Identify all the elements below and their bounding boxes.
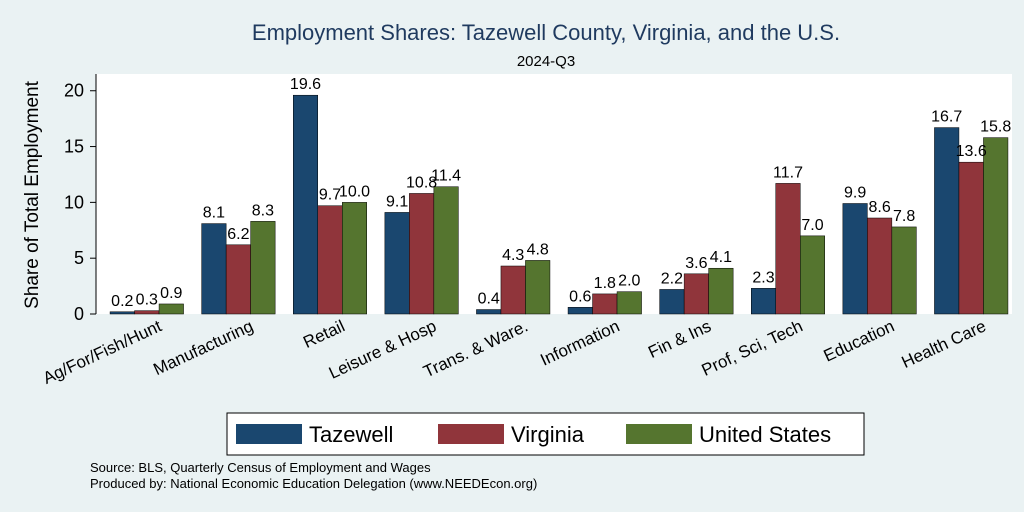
bar-united-states-prof-sci-tech bbox=[800, 235, 825, 315]
data-label: 4.1 bbox=[710, 249, 732, 266]
bar-tazewell-leisure-hosp bbox=[384, 212, 410, 315]
data-label: 9.1 bbox=[386, 193, 408, 210]
legend-swatch-virginia bbox=[438, 424, 504, 444]
data-label: 19.6 bbox=[290, 76, 321, 93]
bar-virginia-trans-ware bbox=[500, 265, 526, 315]
data-label: 6.2 bbox=[227, 226, 249, 243]
source-line-1: Source: BLS, Quarterly Census of Employm… bbox=[90, 460, 431, 475]
bar-tazewell-health-care bbox=[934, 127, 960, 315]
bar-tazewell-fin-ins bbox=[659, 289, 685, 315]
data-label: 2.3 bbox=[752, 269, 774, 286]
legend-box bbox=[226, 412, 865, 456]
data-label: 7.8 bbox=[893, 208, 915, 225]
bar-virginia-ag-for-fish-hunt bbox=[134, 310, 160, 315]
bar-united-states-ag-for-fish-hunt bbox=[158, 303, 184, 315]
data-label: 0.6 bbox=[569, 288, 591, 305]
y-tick-label: 0 bbox=[74, 304, 84, 324]
x-tick-label: Manufacturing bbox=[150, 316, 256, 379]
data-label: 1.8 bbox=[594, 275, 616, 292]
data-label: 7.0 bbox=[801, 217, 823, 234]
x-tick-label: Fin & Ins bbox=[645, 316, 714, 362]
x-tick-label: Prof, Sci, Tech bbox=[699, 316, 806, 379]
data-label: 0.9 bbox=[160, 285, 182, 302]
legend-label-tazewell: Tazewell bbox=[309, 422, 393, 447]
bar-united-states-trans-ware bbox=[525, 260, 551, 315]
data-label: 11.7 bbox=[773, 164, 803, 181]
legend-swatch-tazewell bbox=[236, 424, 302, 444]
x-tick-label: Ag/For/Fish/Hunt bbox=[40, 316, 165, 388]
data-labels-group: 0.2 0.3 0.9 8.16.28.3 19.6 9.710.0 9.1 10.811.4… bbox=[111, 76, 1011, 310]
data-label: 2.2 bbox=[661, 270, 683, 287]
data-label: 0.2 bbox=[111, 293, 133, 310]
bar-united-states-information bbox=[616, 291, 642, 315]
bar-virginia-retail bbox=[317, 205, 343, 315]
chart-title: Employment Shares: Tazewell County, Virg… bbox=[252, 20, 840, 45]
data-label: 2.0 bbox=[618, 273, 640, 290]
x-tick-label: Retail bbox=[300, 316, 347, 352]
legend-swatch-united-states bbox=[626, 424, 692, 444]
bar-united-states-fin-ins bbox=[708, 267, 734, 315]
data-label: 9.9 bbox=[844, 184, 866, 201]
bar-united-states-education bbox=[891, 226, 917, 315]
bar-virginia-prof-sci-tech bbox=[775, 183, 801, 315]
bar-tazewell-education bbox=[842, 203, 868, 315]
y-ticks-group: 0 5 10 15 20 bbox=[64, 81, 96, 324]
bar-virginia-fin-ins bbox=[683, 273, 709, 315]
bar-tazewell-prof-sci-tech bbox=[751, 288, 776, 315]
data-label: 11.4 bbox=[431, 168, 461, 185]
bar-tazewell-trans-ware bbox=[476, 309, 502, 315]
y-tick-label: 10 bbox=[64, 192, 84, 212]
bar-virginia-health-care bbox=[958, 161, 984, 315]
data-label: 10.8 bbox=[406, 174, 437, 191]
bar-virginia-leisure-hosp bbox=[409, 193, 435, 315]
data-label: 9.7 bbox=[319, 187, 341, 204]
bar-united-states-retail bbox=[342, 202, 367, 315]
legend-label-united-states: United States bbox=[699, 422, 831, 447]
data-label: 8.1 bbox=[203, 205, 225, 222]
data-label: 0.4 bbox=[478, 291, 500, 308]
x-tick-label: Health Care bbox=[899, 316, 989, 372]
data-label: 4.3 bbox=[502, 247, 524, 264]
data-label: 10.0 bbox=[339, 183, 370, 200]
bar-tazewell-ag-for-fish-hunt bbox=[109, 311, 135, 315]
data-label: 15.8 bbox=[980, 119, 1011, 136]
data-label: 8.6 bbox=[868, 199, 890, 216]
bar-tazewell-manufacturing bbox=[201, 223, 227, 315]
bar-tazewell-retail bbox=[293, 94, 318, 315]
bar-virginia-education bbox=[867, 217, 893, 315]
x-tick-label: Education bbox=[821, 316, 898, 365]
legend: Tazewell Virginia United States bbox=[226, 412, 865, 456]
bar-united-states-leisure-hosp bbox=[433, 186, 459, 315]
bar-united-states-manufacturing bbox=[250, 221, 276, 315]
y-tick-label: 15 bbox=[64, 137, 84, 157]
data-label: 16.7 bbox=[931, 109, 962, 126]
bar-virginia-manufacturing bbox=[225, 244, 251, 315]
bar-united-states-health-care bbox=[983, 137, 1009, 315]
data-label: 3.6 bbox=[685, 255, 707, 272]
x-tick-label: Trans. & Ware. bbox=[420, 316, 530, 381]
y-axis-label: Share of Total Employment bbox=[22, 80, 43, 308]
y-tick-label: 20 bbox=[64, 81, 84, 101]
legend-label-virginia: Virginia bbox=[511, 422, 585, 447]
bar-tazewell-information bbox=[567, 307, 593, 315]
data-label: 13.6 bbox=[956, 143, 987, 160]
data-label: 4.8 bbox=[527, 241, 549, 258]
source-line-2: Produced by: National Economic Education… bbox=[90, 476, 537, 491]
data-label: 8.3 bbox=[252, 202, 274, 219]
y-tick-label: 5 bbox=[74, 248, 84, 268]
bars-group bbox=[109, 94, 1009, 315]
chart-subtitle: 2024-Q3 bbox=[517, 53, 575, 70]
x-tick-label: Information bbox=[537, 316, 622, 369]
data-label: 0.3 bbox=[136, 292, 158, 309]
bar-virginia-information bbox=[592, 293, 618, 315]
